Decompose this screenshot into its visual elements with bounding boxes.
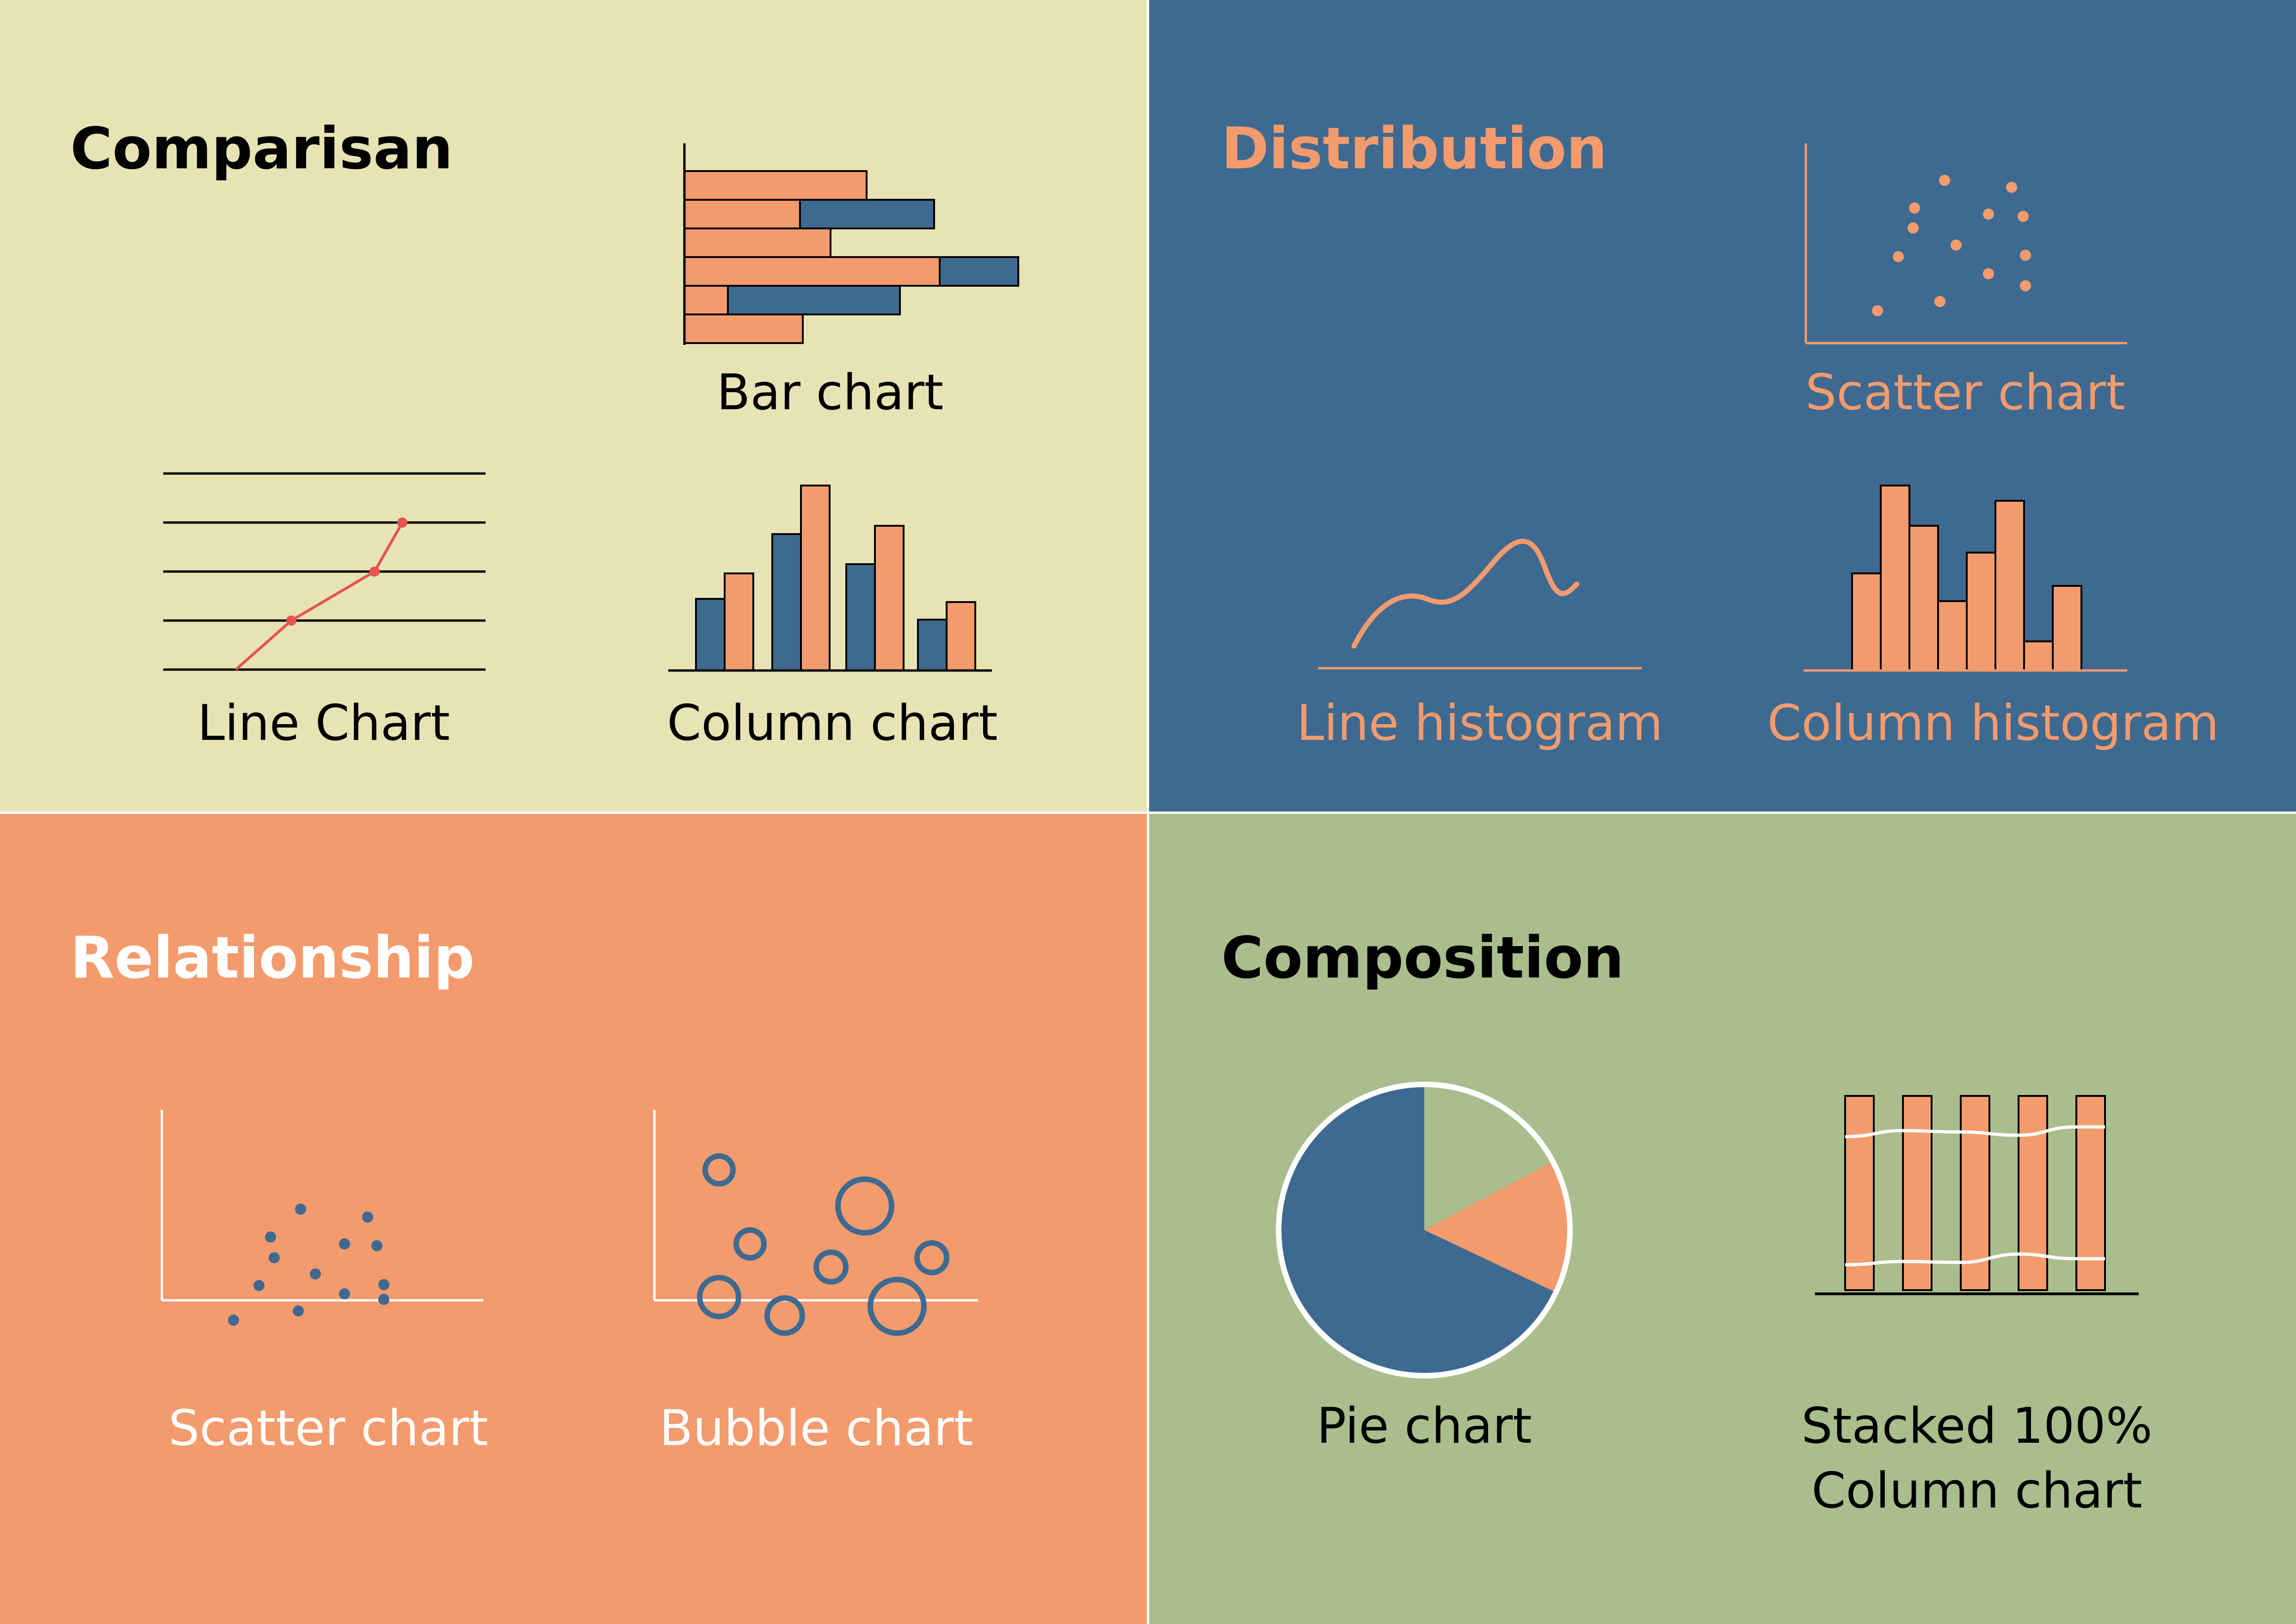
- dist-scatter-chart-label: Scatter chart: [1805, 364, 2125, 421]
- bar-chart-label: Bar chart: [716, 364, 944, 421]
- line-histogram-icon: [1318, 538, 1642, 670]
- comparison-quadrant: Comparisan Bar chart Li: [0, 0, 1147, 812]
- distribution-quadrant: Distribution Scatter chart Line histogra…: [1149, 0, 2296, 812]
- stacked-100-label-line1: Stacked 100%: [1801, 1397, 2153, 1454]
- relationship-quadrant: Relationship Scatter chart: [0, 814, 1147, 1624]
- rel-scatter-chart-icon: [160, 1110, 483, 1326]
- bar-chart-icon: [683, 143, 1019, 345]
- column-histogram-icon: [1804, 485, 2127, 672]
- scatter-chart-icon: [1804, 143, 2127, 344]
- pie-chart-label: Pie chart: [1317, 1397, 1532, 1454]
- line-chart-icon: [163, 472, 486, 671]
- bubble-chart-icon: [653, 1110, 978, 1336]
- column-histogram-label: Column histogram: [1767, 695, 2219, 751]
- column-chart-icon: [668, 485, 992, 672]
- composition-quadrant: Composition Pie chart Stacked 100% Colum…: [1149, 814, 2296, 1624]
- column-chart-label: Column chart: [667, 695, 998, 751]
- rel-scatter-chart-label: Scatter chart: [168, 1400, 488, 1457]
- pie-chart-icon: [1276, 1082, 1573, 1378]
- stacked-100-label-line2: Column chart: [1811, 1462, 2142, 1519]
- line-histogram-label: Line histogram: [1297, 695, 1663, 751]
- composition-heading: Composition: [1221, 925, 1624, 991]
- stacked-100-column-chart-icon: [1815, 1095, 2139, 1295]
- relationship-heading: Relationship: [70, 925, 475, 991]
- distribution-heading: Distribution: [1221, 116, 1607, 182]
- line-chart-label: Line Chart: [197, 695, 450, 751]
- comparison-heading: Comparisan: [70, 116, 453, 182]
- bubble-chart-label: Bubble chart: [659, 1400, 973, 1457]
